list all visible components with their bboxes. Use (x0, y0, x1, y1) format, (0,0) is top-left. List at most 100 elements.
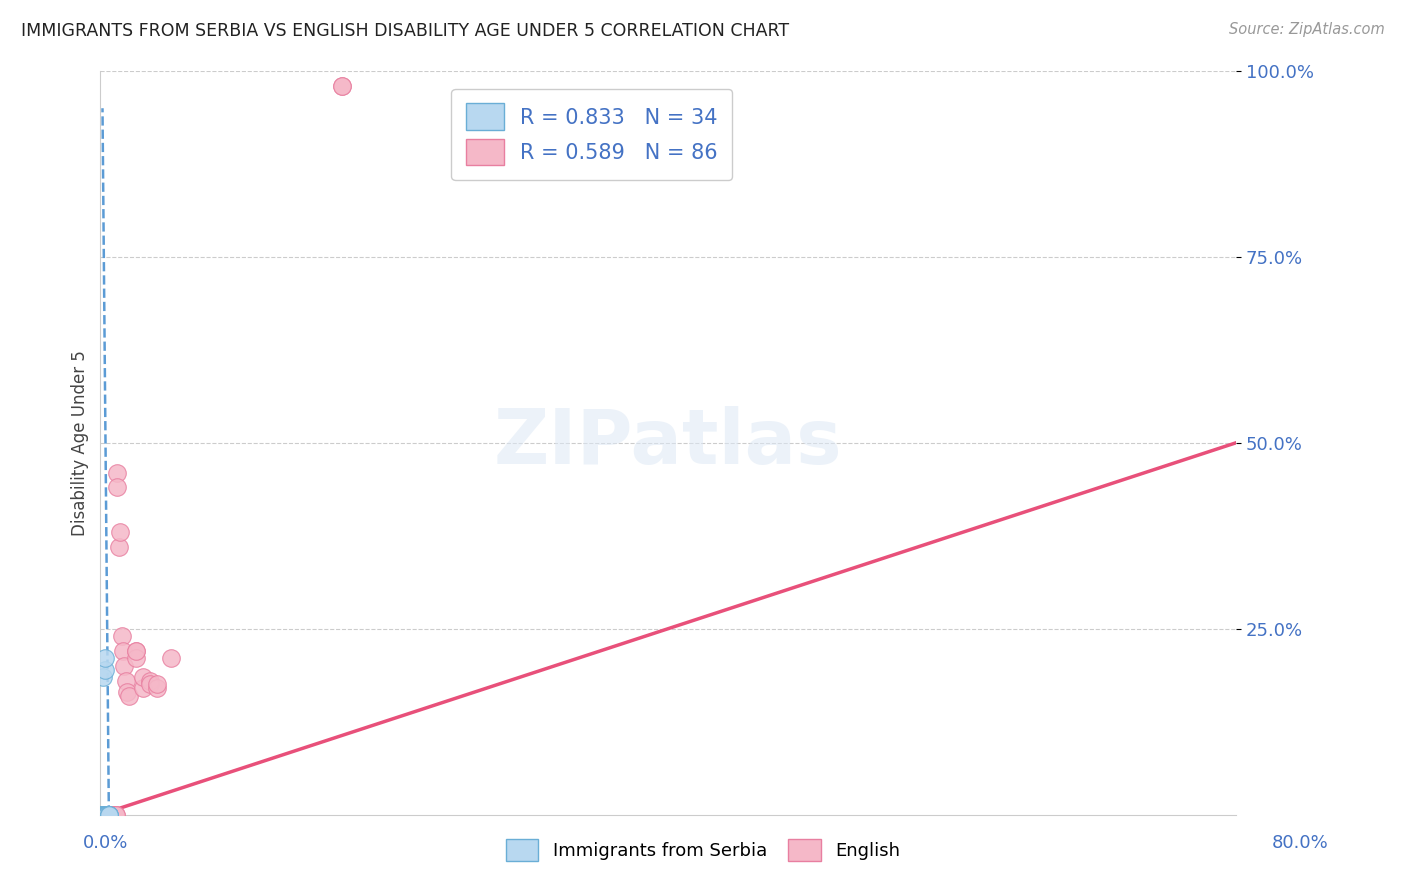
Point (93, 807, 115, 822)
Point (90, 807, 112, 822)
Point (100, 807, 122, 822)
Point (90, 807, 112, 822)
Point (91, 807, 114, 822)
Point (90, 807, 112, 822)
Text: 80.0%: 80.0% (1272, 834, 1329, 852)
Point (90, 807, 112, 822)
Point (93, 807, 115, 822)
Point (110, 524, 132, 539)
Point (91, 807, 114, 822)
Point (125, 644, 148, 658)
Point (90, 807, 112, 822)
Legend: R = 0.833   N = 34, R = 0.589   N = 86: R = 0.833 N = 34, R = 0.589 N = 86 (451, 89, 733, 180)
Point (97, 807, 120, 822)
Point (93, 807, 115, 822)
Point (105, 466, 128, 480)
Point (96, 807, 118, 822)
Point (125, 651, 148, 665)
Point (107, 540, 129, 554)
Point (91, 807, 114, 822)
Point (101, 807, 124, 822)
Text: Source: ZipAtlas.com: Source: ZipAtlas.com (1229, 22, 1385, 37)
Point (100, 807, 122, 822)
Text: ZIPatlas: ZIPatlas (494, 406, 842, 480)
Point (91, 807, 114, 822)
Point (91, 670, 114, 684)
Point (96, 807, 118, 822)
Point (91, 807, 114, 822)
Point (90, 807, 112, 822)
Point (94, 807, 117, 822)
Point (94, 807, 117, 822)
Point (90, 807, 112, 822)
Point (97, 807, 120, 822)
Point (96, 807, 118, 822)
Point (94, 807, 117, 822)
Point (114, 658, 136, 673)
Point (93, 807, 115, 822)
Point (96, 807, 118, 822)
Point (94, 807, 117, 822)
Point (91, 807, 114, 822)
Point (330, 78, 353, 93)
Point (91, 807, 114, 822)
Point (94, 807, 117, 822)
Point (96, 807, 118, 822)
Point (98, 807, 121, 822)
Point (93, 807, 115, 822)
Point (115, 673, 138, 688)
Point (90, 807, 112, 822)
Point (94, 807, 117, 822)
Point (94, 807, 117, 822)
Point (97, 807, 120, 822)
Point (103, 807, 125, 822)
Point (91, 807, 114, 822)
Point (93, 663, 115, 677)
Point (93, 807, 115, 822)
Point (94, 807, 117, 822)
Point (94, 807, 117, 822)
Point (91, 807, 114, 822)
Point (90, 807, 112, 822)
Point (98, 807, 121, 822)
Point (97, 807, 120, 822)
Point (91, 807, 114, 822)
Point (96, 807, 118, 822)
Point (117, 685, 139, 699)
Point (132, 681, 155, 695)
Point (90, 807, 112, 822)
Text: 0.0%: 0.0% (83, 834, 128, 852)
Point (105, 480, 128, 494)
Point (101, 807, 124, 822)
Point (93, 807, 115, 822)
Point (100, 807, 122, 822)
Point (93, 807, 115, 822)
Point (111, 629, 134, 643)
Point (90, 807, 112, 822)
Point (91, 807, 114, 822)
Point (97, 807, 120, 822)
Point (96, 807, 118, 822)
Point (112, 644, 135, 658)
Point (90, 807, 112, 822)
Point (90, 807, 112, 822)
Point (104, 807, 127, 822)
Point (90, 807, 112, 822)
Point (94, 807, 117, 822)
Point (94, 807, 117, 822)
Point (90, 807, 112, 822)
Point (93, 807, 115, 822)
Point (118, 689, 141, 703)
Legend: Immigrants from Serbia, English: Immigrants from Serbia, English (496, 830, 910, 870)
Point (91, 807, 114, 822)
Point (94, 807, 117, 822)
Text: IMMIGRANTS FROM SERBIA VS ENGLISH DISABILITY AGE UNDER 5 CORRELATION CHART: IMMIGRANTS FROM SERBIA VS ENGLISH DISABI… (21, 22, 789, 40)
Point (96, 807, 118, 822)
Point (91, 807, 114, 822)
Point (97, 807, 120, 822)
Point (90, 807, 112, 822)
Point (132, 670, 155, 684)
Point (93, 807, 115, 822)
Point (103, 807, 125, 822)
Point (93, 807, 115, 822)
